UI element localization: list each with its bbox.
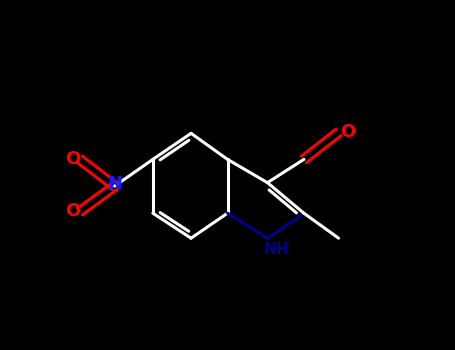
Text: N: N: [107, 175, 122, 193]
Text: NH: NH: [263, 242, 289, 257]
Text: O: O: [340, 123, 355, 141]
Text: O: O: [65, 202, 80, 220]
Text: O: O: [65, 150, 80, 168]
